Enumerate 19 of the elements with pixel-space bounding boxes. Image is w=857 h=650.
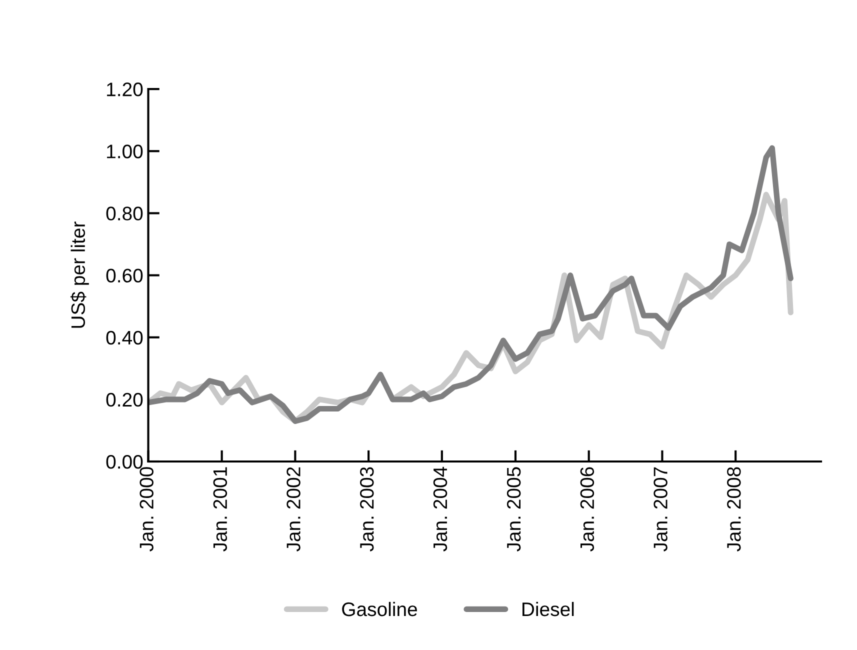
y-tick-label: 0.40 — [106, 330, 143, 345]
x-tick-label: Jan. 2005 — [506, 467, 521, 552]
y-axis-title: US$ per liter — [70, 222, 89, 328]
y-tick-label: 0.60 — [106, 268, 143, 283]
x-tick-label: Jan. 2003 — [360, 467, 374, 552]
y-tick-label: 1.20 — [107, 82, 143, 96]
x-tick-label: Jan. 2002 — [286, 467, 300, 552]
x-tick-label: Jan. 2004 — [433, 466, 448, 552]
x-tick-label: Jan. 2006 — [580, 467, 594, 552]
x-tick-label: Jan. 2007 — [654, 467, 668, 552]
y-tick-label: 0.00 — [106, 454, 143, 469]
x-tick-label: Jan. 2001 — [213, 467, 228, 552]
y-tick-label: 0.20 — [106, 392, 143, 407]
x-tick-label: Jan. 2008 — [727, 467, 741, 552]
x-tick-label: Jan. 2000 — [140, 467, 154, 552]
legend-label: Gasoline — [342, 602, 417, 616]
legend-label: Diesel — [522, 602, 574, 616]
y-tick-label: 0.80 — [106, 206, 143, 220]
y-tick-label: 1.00 — [107, 144, 143, 158]
